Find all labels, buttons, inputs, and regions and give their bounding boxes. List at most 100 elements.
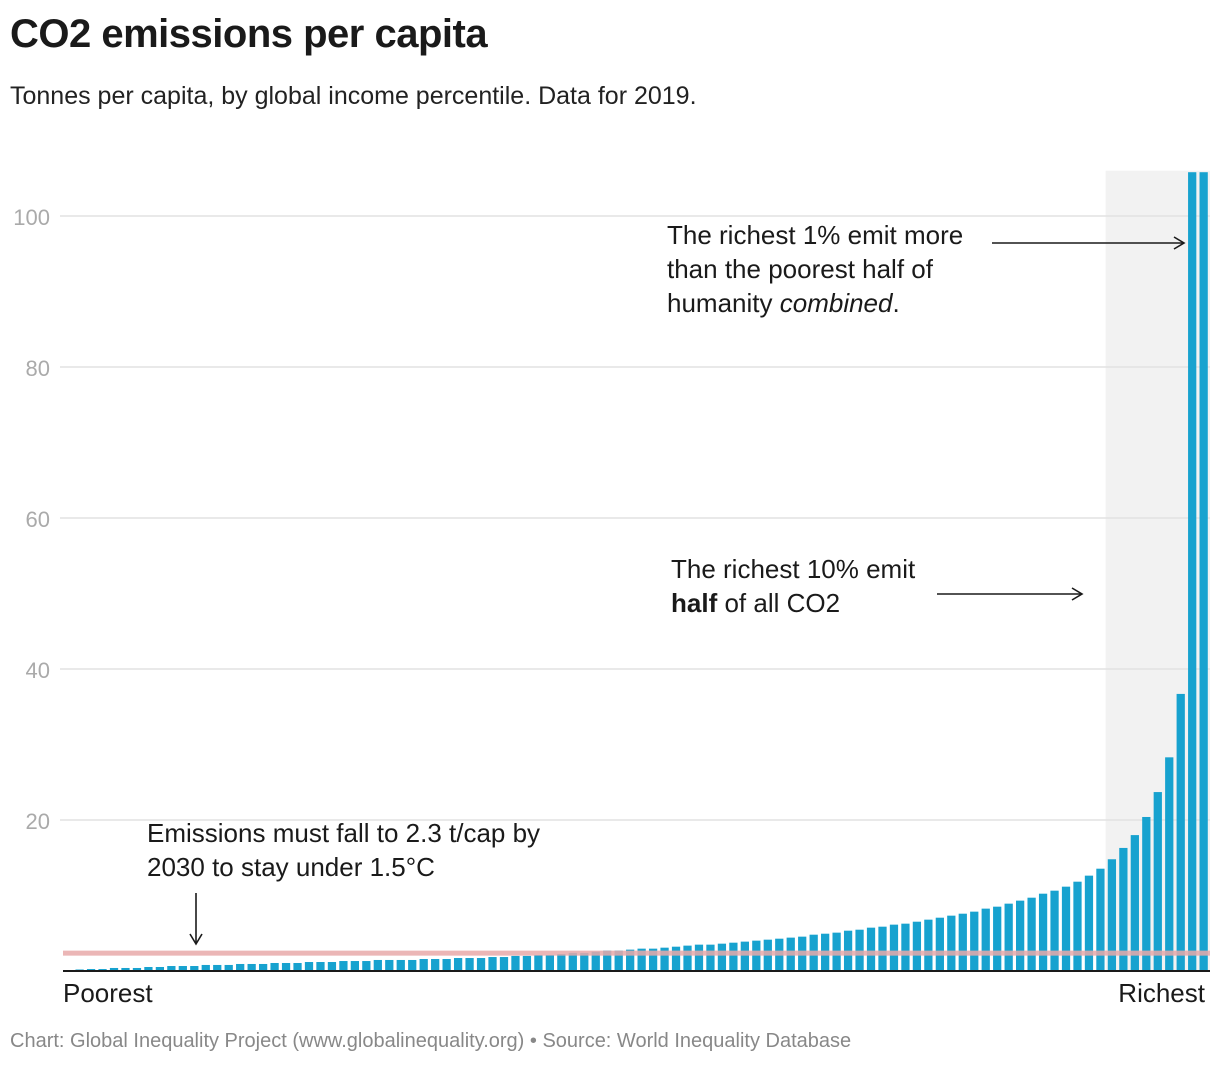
chart-footer: Chart: Global Inequality Project (www.gl…	[10, 1030, 852, 1052]
bar	[901, 923, 910, 971]
bar	[213, 964, 222, 971]
bar	[419, 958, 428, 971]
bar	[236, 963, 245, 971]
bar	[1050, 890, 1059, 971]
bar	[1016, 900, 1025, 971]
bar	[752, 940, 761, 971]
bar	[350, 961, 360, 971]
bar	[557, 954, 566, 971]
bar	[1084, 875, 1094, 971]
bar	[924, 919, 933, 971]
bar	[878, 926, 887, 971]
richest1-annotation: The richest 1% emit more than the poores…	[667, 218, 963, 320]
bar	[453, 958, 463, 971]
bar	[614, 950, 623, 971]
bar	[729, 942, 738, 971]
bar	[132, 967, 142, 971]
annotation-text: .	[892, 288, 900, 318]
y-tick-label: 100	[13, 205, 50, 230]
bar	[385, 959, 394, 971]
bar	[1119, 847, 1128, 971]
x-label-poorest: Poorest	[63, 978, 153, 1008]
bar	[1142, 816, 1151, 971]
bar	[121, 967, 130, 971]
bar	[109, 967, 119, 971]
annotation-line: half of all CO2	[671, 586, 915, 620]
bar	[1096, 868, 1105, 971]
bar	[293, 962, 302, 971]
bar	[534, 955, 543, 971]
bar	[935, 917, 944, 971]
bar	[1107, 859, 1117, 971]
bar	[373, 959, 382, 971]
bar	[178, 966, 187, 971]
bar	[408, 959, 417, 971]
annotation-bold: half	[671, 588, 718, 618]
bar	[947, 915, 956, 971]
bar	[327, 962, 337, 971]
bar	[568, 952, 577, 971]
annotation-line: The richest 10% emit	[671, 554, 916, 584]
bar	[258, 963, 268, 971]
bar	[488, 957, 497, 971]
bar	[648, 948, 658, 971]
bar	[316, 962, 325, 971]
bar	[499, 957, 509, 971]
bar	[637, 948, 646, 971]
bar	[155, 966, 165, 971]
target-line	[63, 950, 1210, 956]
y-tick-label: 60	[26, 507, 50, 532]
bar	[201, 964, 210, 971]
bar	[247, 963, 256, 971]
richest10-annotation: The richest 10% emit half of all CO2	[671, 552, 915, 620]
bar	[981, 908, 990, 971]
chart-title: CO2 emissions per capita	[10, 12, 488, 56]
richest1-arrowhead-icon	[1173, 236, 1186, 250]
target-arrowhead-icon	[189, 933, 203, 946]
annotation-line: The richest 1% emit more	[667, 220, 964, 250]
chart-subtitle: Tonnes per capita, by global income perc…	[10, 82, 697, 110]
y-tick-label: 20	[26, 809, 50, 834]
bar	[224, 964, 233, 971]
bar	[1176, 693, 1185, 971]
bar	[281, 962, 291, 971]
bar	[270, 962, 279, 971]
bar	[339, 961, 348, 971]
bar	[1004, 903, 1013, 971]
bar	[970, 911, 979, 971]
bar	[511, 955, 520, 971]
bar	[889, 924, 899, 971]
bar	[1027, 897, 1036, 971]
bar	[1199, 172, 1208, 971]
annotation-italic: combined	[779, 288, 893, 318]
y-tick-label: 80	[26, 356, 50, 381]
bar	[626, 949, 635, 971]
annotation-line: 2030 to stay under 1.5°C	[147, 852, 435, 882]
annotation-text: humanity	[667, 288, 780, 318]
bar	[912, 921, 922, 971]
bar	[855, 929, 864, 971]
bar	[706, 944, 715, 971]
bar	[144, 966, 153, 971]
annotation-text: of all CO2	[717, 588, 841, 618]
bar	[958, 913, 967, 971]
bar	[476, 958, 486, 971]
bar	[396, 959, 405, 971]
annotation-line: humanity combined.	[667, 286, 963, 320]
bar	[1061, 886, 1071, 971]
annotation-line: Emissions must fall to 2.3 t/cap by	[147, 818, 541, 848]
bar	[1153, 792, 1162, 971]
bar	[1130, 835, 1139, 971]
bar	[1165, 757, 1174, 971]
bar	[603, 950, 612, 971]
bar	[1038, 893, 1048, 971]
bar	[190, 966, 199, 971]
bar	[167, 966, 176, 971]
bar	[671, 946, 681, 971]
target-annotation: Emissions must fall to 2.3 t/cap by 2030…	[147, 816, 540, 884]
bar	[866, 927, 876, 971]
annotation-line: than the poorest half of	[667, 254, 933, 284]
bar	[683, 945, 692, 971]
bar	[431, 958, 440, 971]
